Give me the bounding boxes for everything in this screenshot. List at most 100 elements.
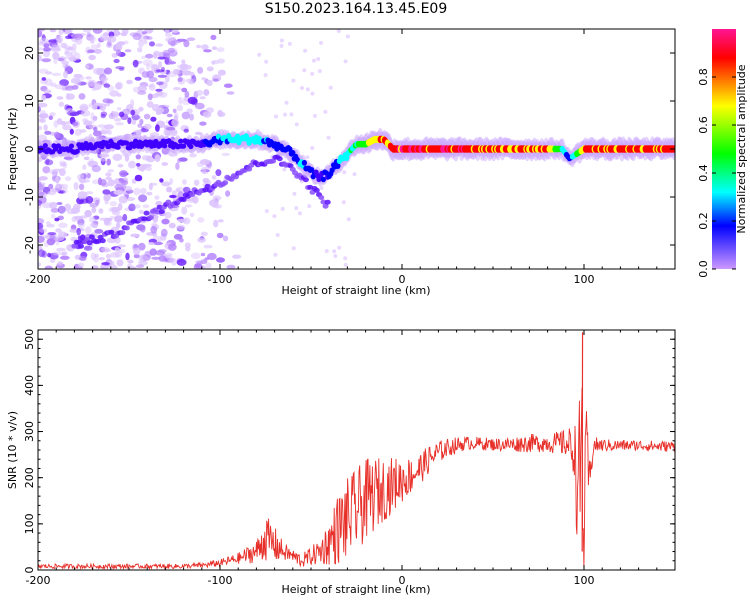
noise-blob <box>89 222 98 228</box>
noise-blob <box>305 87 310 92</box>
noise-blob <box>44 265 53 269</box>
noise-blob <box>138 260 148 266</box>
noise-blob <box>188 81 196 85</box>
noise-blob <box>55 183 62 192</box>
noise-blob <box>122 108 131 116</box>
noise-blob <box>50 82 57 88</box>
noise-blob <box>164 33 173 38</box>
snr-x-tick-label: -200 <box>26 574 51 587</box>
noise-blob <box>302 68 307 73</box>
colorbar-tick-label: 0.4 <box>697 164 710 182</box>
colorbar-label: Normalized spectral amplitude <box>735 64 748 233</box>
noise-blob <box>143 39 148 45</box>
noise-blob <box>41 77 46 81</box>
noise-blob <box>143 123 152 130</box>
noise-blob <box>38 190 44 198</box>
noise-blob <box>341 200 346 205</box>
noise-blob <box>73 182 79 191</box>
snr-x-tick-label: 100 <box>574 574 595 587</box>
noise-blob <box>90 36 97 42</box>
noise-blob <box>74 128 82 136</box>
noise-blob <box>319 186 324 190</box>
noise-blob <box>155 43 164 47</box>
secondary-ridge-blob <box>165 199 172 205</box>
noise-blob <box>109 201 118 207</box>
noise-blob <box>184 242 191 249</box>
noise-blob <box>310 146 315 150</box>
noise-blob <box>176 104 184 112</box>
noise-blob <box>215 169 222 177</box>
noise-blob <box>63 187 68 194</box>
noise-blob <box>343 256 348 261</box>
noise-blob <box>100 77 109 82</box>
noise-blob <box>166 254 173 261</box>
noise-blob <box>197 237 206 243</box>
noise-blob <box>212 204 220 209</box>
noise-blob <box>71 85 79 90</box>
noise-blob <box>118 178 124 182</box>
noise-blob <box>84 209 92 218</box>
noise-blob <box>199 121 207 126</box>
noise-blob <box>117 163 124 168</box>
noise-blob <box>151 256 161 260</box>
noise-blob <box>176 224 186 231</box>
noise-blob <box>75 52 81 61</box>
noise-blob <box>307 204 312 209</box>
noise-blob <box>190 252 201 260</box>
noise-blob <box>82 164 87 170</box>
noise-blob <box>141 71 150 78</box>
noise-blob <box>153 50 161 57</box>
noise-blob <box>38 177 41 183</box>
noise-blob <box>289 112 294 117</box>
noise-blob <box>62 124 72 131</box>
noise-blob <box>165 37 174 43</box>
secondary-ridge-blob <box>71 243 78 249</box>
noise-blob <box>115 43 123 51</box>
noise-blob <box>91 165 102 173</box>
noise-blob <box>124 49 132 53</box>
noise-blob <box>343 262 348 267</box>
noise-blob <box>83 156 90 161</box>
noise-blob <box>38 29 43 38</box>
noise-blob <box>59 160 66 165</box>
noise-blob <box>122 213 128 222</box>
noise-blob <box>298 211 302 216</box>
noise-blob <box>199 159 210 165</box>
noise-blob <box>312 113 317 118</box>
noise-blob <box>52 44 61 50</box>
noise-blob <box>66 46 74 51</box>
noise-blob <box>100 247 110 253</box>
noise-blob <box>103 217 111 226</box>
noise-blob <box>189 153 197 158</box>
noise-blob <box>39 29 45 32</box>
noise-blob <box>72 121 79 126</box>
noise-blob <box>264 59 269 64</box>
noise-blob <box>116 259 124 267</box>
noise-blob <box>192 196 199 204</box>
noise-blob <box>69 112 80 117</box>
noise-blob <box>128 160 136 169</box>
noise-blob <box>164 211 172 219</box>
noise-blob <box>58 37 63 45</box>
noise-blob <box>150 226 158 234</box>
noise-blob <box>279 38 284 43</box>
noise-blob <box>217 109 223 117</box>
noise-blob <box>70 77 80 84</box>
noise-blob <box>48 115 53 121</box>
secondary-ridge-blob <box>322 203 329 209</box>
noise-blob <box>92 29 103 34</box>
noise-blob <box>142 31 147 35</box>
noise-blob <box>79 215 88 219</box>
noise-blob <box>205 262 212 269</box>
noise-blob <box>132 59 139 68</box>
noise-blob <box>38 47 45 51</box>
noise-blob <box>232 254 242 259</box>
noise-blob <box>71 216 78 223</box>
noise-blob <box>141 55 147 60</box>
noise-blob <box>61 251 66 256</box>
ridge-core <box>162 143 168 149</box>
noise-blob <box>91 207 97 214</box>
noise-blob <box>212 78 219 82</box>
noise-blob <box>110 29 119 32</box>
